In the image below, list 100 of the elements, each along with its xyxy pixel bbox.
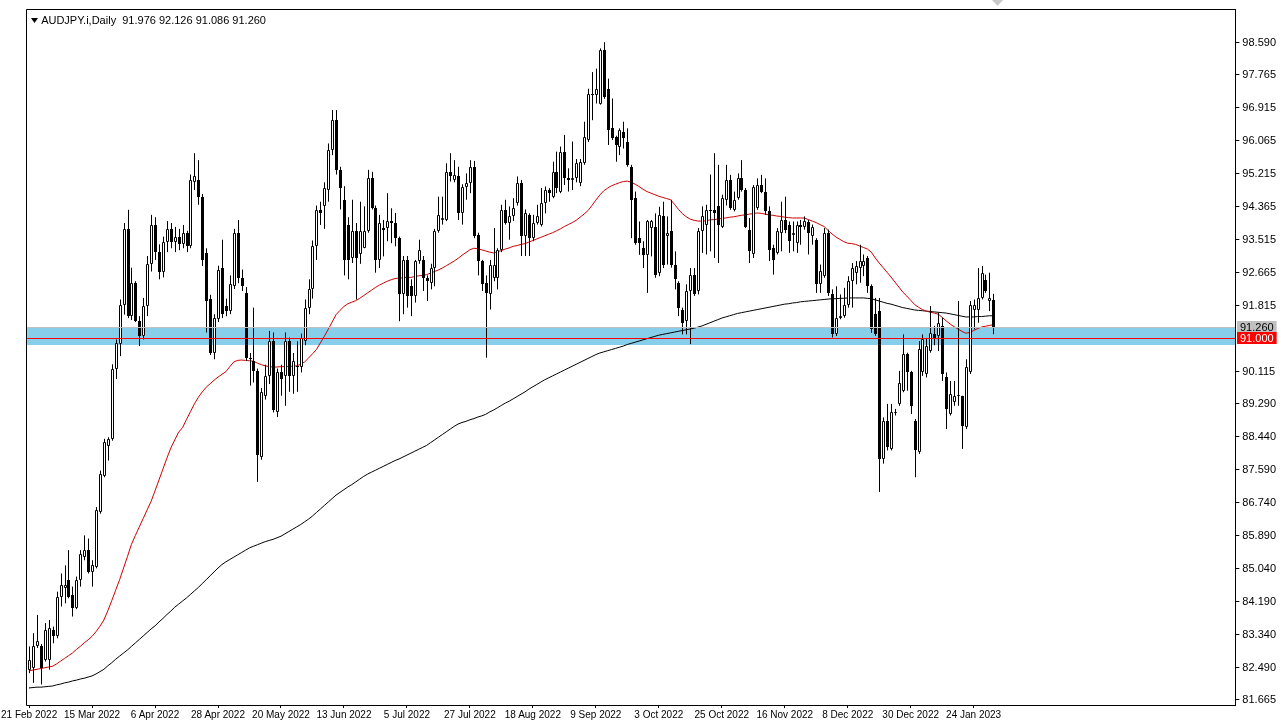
candlestick [445,162,448,222]
candlestick [713,152,716,259]
candlestick [697,227,700,295]
candlestick [111,363,114,442]
y-tick-label: 93.515 [1242,232,1277,245]
candlestick [544,186,547,214]
candlestick [123,222,126,316]
candlestick [36,614,39,649]
candlestick [367,169,370,234]
candlestick [512,197,515,222]
candlestick [949,380,952,417]
x-tick-label: 8 Dec 2022 [822,708,874,720]
chart-title: AUDJPY.i,Daily 91.976 92.126 91.086 91.260 [41,13,266,27]
candlestick [666,215,669,266]
candlestick [32,632,35,684]
candlestick [433,228,436,287]
y-tick-label: 95.215 [1242,166,1277,179]
y-tick-label: 94.365 [1242,199,1277,212]
candlestick [906,352,909,392]
candlestick [79,549,82,588]
candlestick [532,214,535,242]
candlestick [626,127,629,168]
candlestick [437,196,440,234]
candlestick [536,204,539,226]
candlestick [555,151,558,194]
candlestick [284,331,287,407]
x-tick-label: 9 Sep 2022 [570,708,622,720]
x-tick-label: 16 Nov 2022 [756,708,814,720]
candlestick [182,224,185,249]
x-tick-label: 27 Jul 2022 [444,708,497,720]
y-tick-label: 91.815 [1242,298,1277,311]
y-tick-label: 86.740 [1242,495,1277,508]
candlestick [414,259,417,304]
candlestick [158,243,161,280]
candlestick [189,174,192,249]
candlestick [646,219,649,294]
candlestick [658,206,661,277]
candlestick [701,205,704,254]
candlestick [796,220,799,254]
candlestick [705,204,708,255]
x-tick-label: 13 Jun 2022 [316,708,372,720]
candlestick [957,300,960,407]
candlestick [87,538,90,574]
candlestick [394,212,397,247]
candlestick [859,244,862,284]
candlestick [162,236,165,278]
x-tick-label: 5 Jul 2022 [383,708,431,720]
candlestick [575,158,578,183]
candlestick [508,205,511,241]
candlestick [799,219,802,246]
candlestick [709,174,712,252]
candlestick [788,220,791,254]
candlestick [174,226,177,253]
candlestick [315,205,318,261]
candlestick [780,201,783,252]
x-tick-label: 15 Mar 2022 [64,708,121,720]
candlestick [390,207,393,244]
candlestick [327,142,330,203]
candlestick [170,222,173,249]
candlestick [146,255,149,317]
y-tick-label: 85.890 [1242,528,1277,541]
x-tick-label: 21 Feb 2022 [1,708,58,720]
candlestick [540,187,543,228]
y-tick-label: 83.340 [1242,627,1277,640]
y-tick-label: 92.665 [1242,265,1277,278]
candlestick [984,274,987,294]
candlestick [56,591,59,639]
y-tick-label: 85.040 [1242,561,1277,574]
x-tick-label: 25 Oct 2022 [694,708,750,720]
x-tick-label: 6 Apr 2022 [130,708,180,720]
candlestick [855,260,858,285]
x-tick-label: 24 Jan 2023 [946,708,1002,720]
ref-line-label: 91.260 [1240,320,1274,333]
candlestick [465,172,468,201]
candlestick [382,219,385,257]
y-tick-label: 96.065 [1242,133,1277,146]
candlestick [142,297,145,340]
candlestick [571,141,574,191]
candlestick [752,184,755,259]
candlestick [622,121,625,150]
candlestick [925,337,928,378]
candlestick [807,219,810,255]
x-tick-label: 18 Aug 2022 [504,708,562,720]
candlestick [252,307,255,384]
x-tick-label: 20 May 2022 [252,708,311,720]
y-tick-label: 96.915 [1242,101,1277,113]
y-tick-label: 88.440 [1242,429,1277,442]
candlestick [75,576,78,610]
y-tick-label: 82.490 [1242,660,1277,673]
ref-line-label: 91.000 [1240,331,1274,344]
candlestick [481,259,484,292]
y-tick-label: 84.190 [1242,594,1277,607]
candlestick [717,164,720,264]
candlestick [178,228,181,251]
y-tick-label: 81.665 [1242,692,1277,705]
candlestick [792,220,795,252]
candlestick [241,269,244,292]
candlestick [166,220,169,253]
candlestick [339,166,342,210]
candlestick [150,214,153,273]
